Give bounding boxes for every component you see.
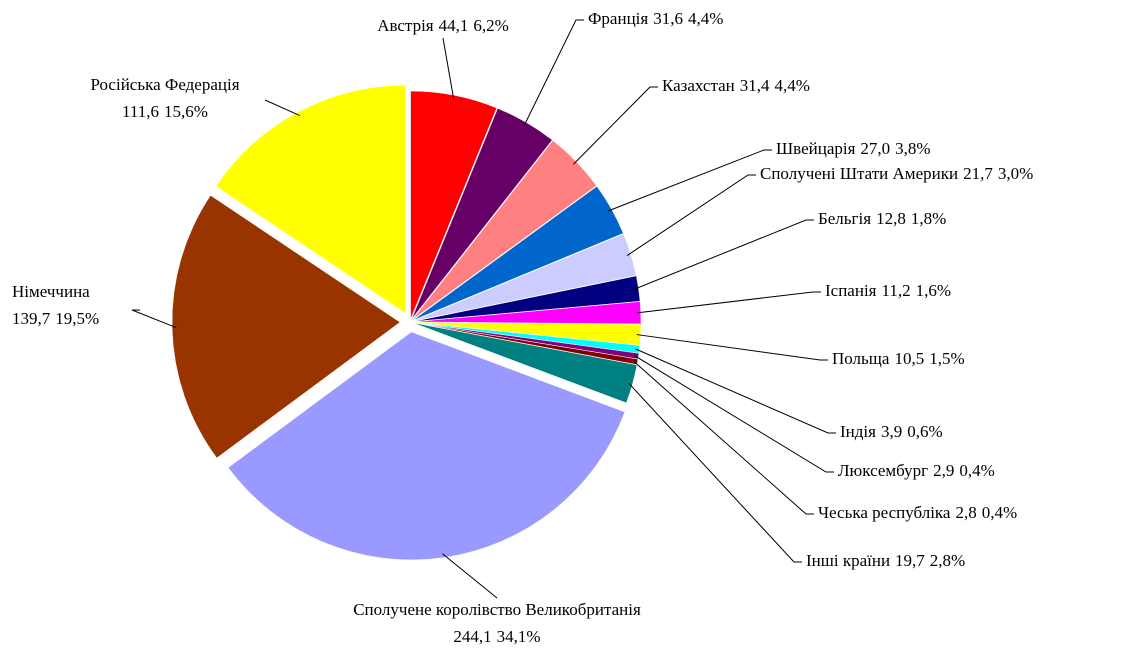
percent-label: 4,4% [775, 76, 810, 95]
category-name: Іспанія [825, 281, 877, 300]
percent-label: 0,4% [959, 461, 994, 480]
value-label: 11,2 [882, 281, 911, 300]
leader-line [628, 382, 802, 563]
leader-line [442, 553, 498, 599]
value-label: 21,7 [963, 164, 993, 183]
pie-slice [412, 233, 637, 322]
leader-line [264, 99, 301, 117]
slice-label: Сполучене королівство Великобританія 244,… [353, 600, 641, 646]
leader-line [636, 291, 821, 314]
value-label: 31,6 [653, 9, 683, 28]
value-label: 2,8 [955, 503, 976, 522]
value-label: 2,9 [933, 461, 954, 480]
value-label: 19,7 [895, 551, 925, 570]
value-label: 12,8 [876, 209, 906, 228]
value-label: 44,1 [439, 16, 469, 35]
category-name: Бельгія [818, 209, 871, 228]
value-label: 139,7 [12, 309, 51, 328]
value-label: 27,0 [860, 139, 890, 158]
leader-line [634, 219, 814, 290]
slice-label: Бельгія 12,8 1,8% [818, 209, 946, 228]
pie-slice [412, 275, 641, 322]
leader-line [131, 309, 177, 329]
leader-line [626, 174, 756, 256]
slice-label: Польща 10,5 1,5% [832, 349, 965, 368]
category-name: Люксембург [838, 461, 928, 480]
leader-line [636, 334, 828, 361]
value-label: 111,6 [122, 102, 159, 121]
percent-label: 6,2% [473, 16, 508, 35]
slice-label: Російська Федерація 111,6 15,6% [90, 75, 239, 121]
slice-label: Швейцарія 27,0 3,8% [776, 139, 931, 158]
slice-label: Казахстан 31,4 4,4% [662, 76, 810, 95]
category-name: Чеська республіка [818, 503, 951, 522]
percent-label: 0,6% [907, 422, 942, 441]
category-name: Франція [588, 9, 648, 28]
category-name: Сполучене королівство Великобританія [353, 600, 641, 619]
slice-label: Франція 31,6 4,4% [588, 9, 723, 28]
pie-slice [171, 195, 401, 459]
slice-label: Сполучені Штати Америки 21,7 3,0% [760, 164, 1033, 183]
slice-label: Австрія 44,1 6,2% [377, 16, 509, 35]
leader-line [572, 86, 658, 165]
pie-slice [410, 90, 498, 320]
leader-line [442, 37, 455, 100]
pie-slice [215, 84, 406, 314]
category-name: Російська Федерація [90, 75, 239, 94]
category-name: Сполучені Штати Америки [760, 164, 958, 183]
pie-slice [412, 185, 624, 321]
slice-label: Іспанія 11,2 1,6% [825, 281, 951, 300]
category-name: Швейцарія [776, 139, 856, 158]
slice-label: Люксембург 2,9 0,4% [838, 461, 995, 480]
percent-label: 15,6% [164, 102, 208, 121]
percent-label: 3,0% [998, 164, 1033, 183]
slice-label: Чеська республіка 2,8 0,4% [818, 503, 1017, 522]
category-name: Казахстан [662, 76, 735, 95]
percent-label: 4,4% [688, 9, 723, 28]
value-label: 3,9 [881, 422, 902, 441]
category-name: Німеччина [12, 282, 90, 301]
value-label: 10,5 [894, 349, 924, 368]
percent-label: 3,8% [895, 139, 930, 158]
slice-label: Німеччина 139,7 19,5% [12, 282, 99, 328]
category-name: Інші країни [806, 551, 890, 570]
category-name: Індія [840, 422, 876, 441]
pie-slice [227, 331, 626, 561]
percent-label: 1,5% [929, 349, 964, 368]
leader-line [523, 19, 584, 126]
category-name: Польща [832, 349, 890, 368]
value-label: 244,1 [453, 627, 491, 646]
percent-label: 1,8% [911, 209, 946, 228]
slice-label: Індія 3,9 0,6% [840, 422, 943, 441]
slice-label: Інші країни 19,7 2,8% [806, 551, 965, 570]
leader-line [635, 348, 836, 434]
percent-label: 0,4% [982, 503, 1017, 522]
percent-label: 34,1% [497, 627, 541, 646]
leader-line [634, 355, 834, 473]
pie-slice [412, 322, 638, 404]
percent-label: 2,8% [930, 551, 965, 570]
leader-line [633, 360, 814, 515]
percent-label: 19,5% [55, 309, 99, 328]
leader-line [607, 149, 772, 212]
category-name: Австрія [377, 16, 434, 35]
value-label: 31,4 [740, 76, 770, 95]
percent-label: 1,6% [916, 281, 951, 300]
